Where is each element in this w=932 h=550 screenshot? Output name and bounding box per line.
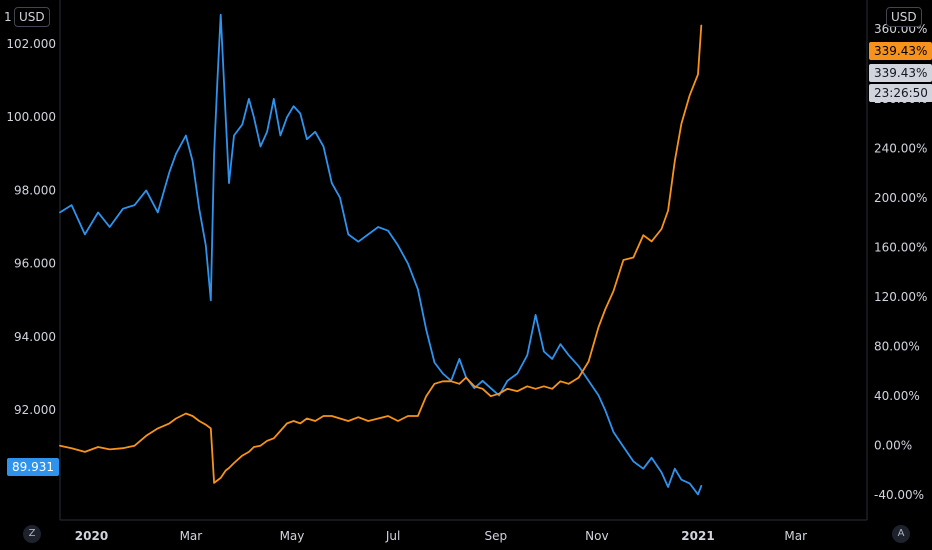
x-axis-ticks: 2020 Mar May Jul Sep Nov 2021 Mar xyxy=(75,529,807,543)
x-tick-label: Nov xyxy=(585,529,608,543)
right-tick-label: 40.00% xyxy=(874,389,920,403)
right-tick-label: -40.00% xyxy=(874,488,924,502)
left-tick-label: 98.000 xyxy=(14,183,56,197)
series-line-left-axis xyxy=(59,13,703,496)
right-badge-countdown: 23:26:50 xyxy=(869,84,932,102)
left-tick-label: 92.000 xyxy=(14,403,56,417)
left-axis-ticks: 102.000 100.000 98.000 96.000 94.000 92.000 xyxy=(6,37,56,417)
right-tick-label: 240.00% xyxy=(874,142,927,156)
right-tick-label: 160.00% xyxy=(874,241,927,255)
left-currency-button[interactable]: USD xyxy=(14,7,50,27)
left-tick-label: 94.000 xyxy=(14,330,56,344)
right-tick-label: 0.00% xyxy=(874,439,912,453)
x-tick-label: Mar xyxy=(784,529,807,543)
left-tick-label: 96.000 xyxy=(14,257,56,271)
right-currency-button[interactable]: USD xyxy=(886,7,922,27)
x-tick-label: 2020 xyxy=(75,529,108,543)
series-layer xyxy=(59,13,703,496)
right-tick-label: 80.00% xyxy=(874,340,920,354)
x-tick-label: May xyxy=(280,529,305,543)
x-tick-label: 2021 xyxy=(681,529,714,543)
right-tick-label: 200.00% xyxy=(874,191,927,205)
x-tick-label: Jul xyxy=(385,529,400,543)
x-tick-label: Mar xyxy=(180,529,203,543)
right-badge-primary: 339.43% xyxy=(869,42,932,60)
zoom-button[interactable]: Z xyxy=(23,525,41,543)
x-tick-label: Sep xyxy=(485,529,508,543)
left-tick-label: 100.000 xyxy=(6,110,56,124)
left-last-value-label: 89.931 xyxy=(7,458,59,476)
left-tick-label: 102.000 xyxy=(6,37,56,51)
right-badge-secondary: 339.43% xyxy=(869,64,932,82)
auto-scale-button[interactable]: A xyxy=(892,525,910,543)
left-axis-top-tick-partial: 1 xyxy=(4,10,12,24)
series-line-right-axis xyxy=(59,24,703,484)
right-tick-label: 120.00% xyxy=(874,290,927,304)
